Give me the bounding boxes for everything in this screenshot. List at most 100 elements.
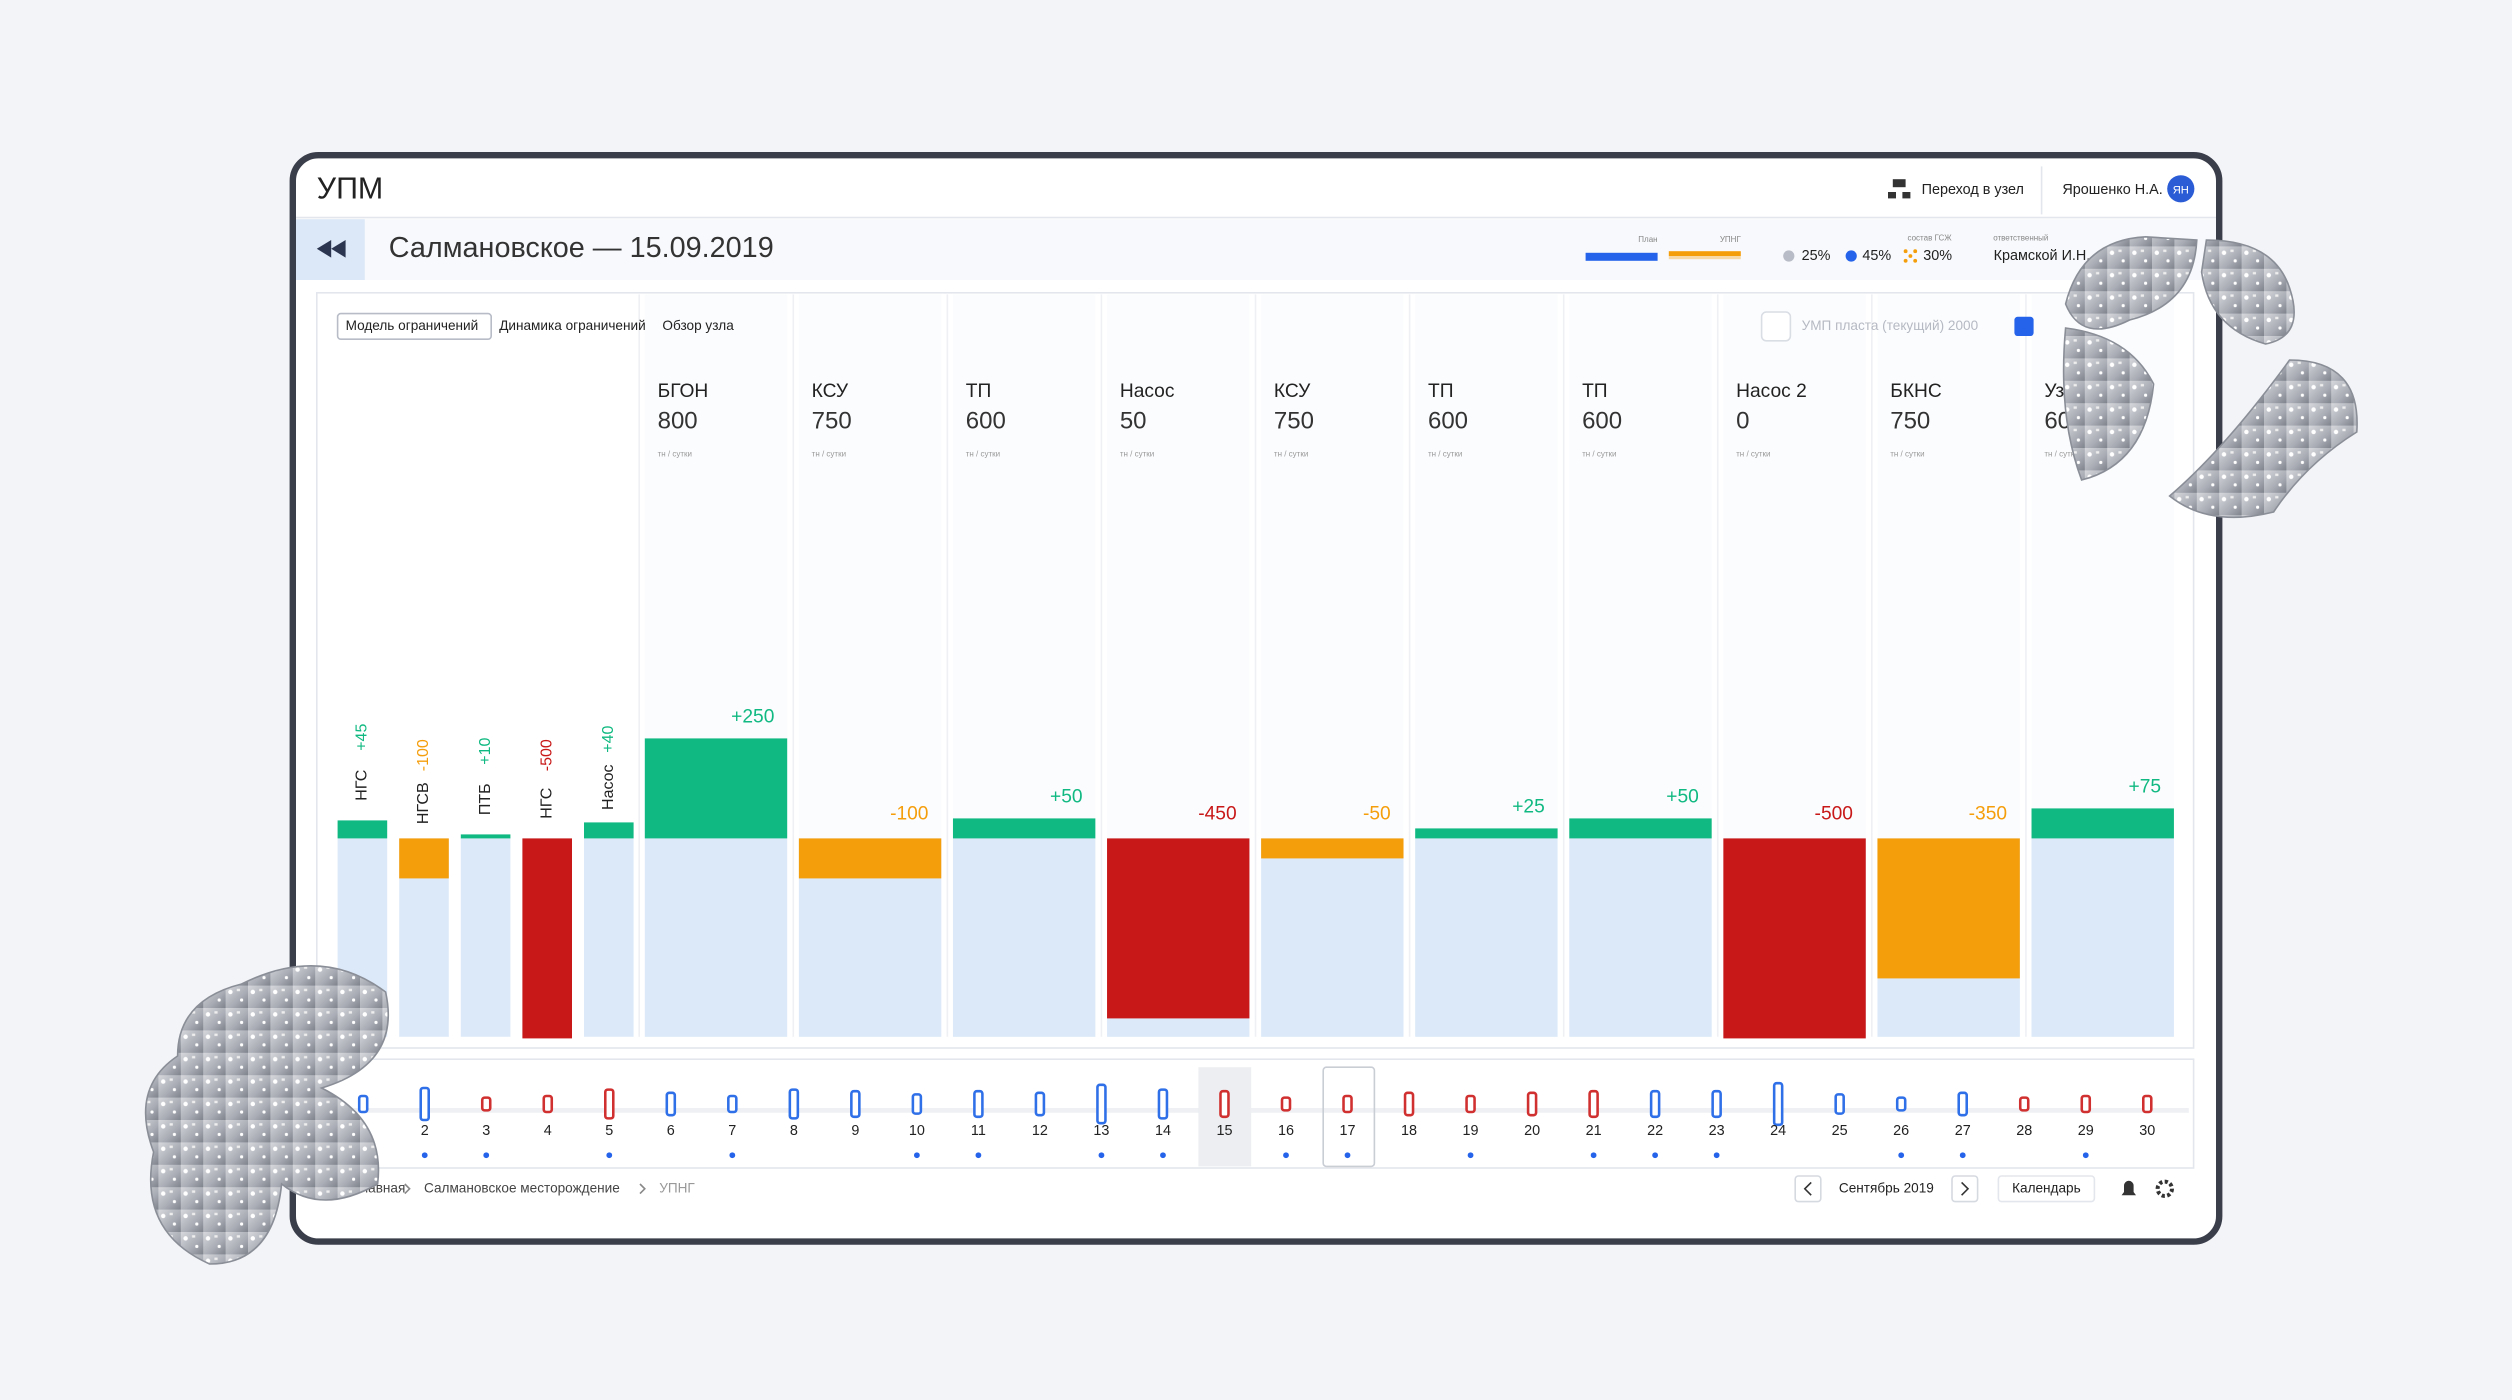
day-label[interactable]: 14 (1155, 1123, 1171, 1139)
day-bar[interactable] (973, 1089, 984, 1119)
tab-active[interactable] (336, 312, 493, 341)
day-label[interactable]: 22 (1647, 1123, 1663, 1139)
day-bar[interactable] (1465, 1094, 1476, 1114)
day-label[interactable]: 7 (728, 1123, 736, 1139)
day-bar[interactable] (1526, 1091, 1538, 1117)
avatar[interactable] (2167, 175, 2195, 203)
day-bar[interactable] (1588, 1089, 1599, 1119)
calendar-button[interactable] (1997, 1175, 2096, 1203)
prev-month[interactable] (1794, 1175, 1822, 1203)
day-label[interactable]: 24 (1770, 1123, 1786, 1139)
day-label[interactable]: 3 (482, 1123, 490, 1139)
breadcrumb-sep (639, 1183, 646, 1195)
bar (1415, 828, 1558, 839)
column-name: ТП (1582, 381, 1608, 402)
day-bar[interactable] (2142, 1094, 2153, 1114)
app-title: УПМ (317, 171, 383, 205)
day-bar[interactable] (419, 1086, 431, 1122)
delta-label: -50 (1363, 803, 1391, 824)
day-bar[interactable] (603, 1088, 615, 1120)
day-label[interactable]: 30 (2139, 1123, 2155, 1139)
day-label[interactable]: 23 (1709, 1123, 1725, 1139)
day-bar[interactable] (911, 1093, 923, 1115)
settings-icon[interactable] (2155, 1179, 2174, 1198)
day-bar[interactable] (1649, 1089, 1661, 1119)
day-label[interactable]: 5 (605, 1123, 613, 1139)
user-name[interactable]: Ярошенко Н.А. (2062, 182, 2162, 198)
column-capacity: 800 (658, 408, 698, 435)
delta-label: -500 (538, 739, 555, 771)
day-dot (914, 1152, 920, 1159)
day-label[interactable]: 10 (909, 1123, 925, 1139)
day-bar[interactable] (665, 1091, 677, 1117)
day-label[interactable]: 27 (1955, 1123, 1971, 1139)
column-name: Насос (600, 764, 617, 810)
calendar-label: Календарь (2012, 1180, 2081, 1195)
day-label[interactable]: 29 (2078, 1123, 2094, 1139)
day-bar[interactable] (1280, 1096, 1292, 1112)
day-today[interactable] (1322, 1066, 1376, 1168)
day-bar[interactable] (1834, 1093, 1845, 1115)
day-bar[interactable] (1219, 1089, 1230, 1119)
day-label[interactable]: 28 (2016, 1123, 2032, 1139)
column-capacity: 50 (1120, 408, 1147, 435)
day-label[interactable]: 6 (667, 1123, 675, 1139)
filter-label: УМП пласта (текущий) 2000 (1802, 318, 1979, 333)
day-bar[interactable] (1403, 1091, 1415, 1117)
nav-button[interactable]: Переход в узел (1922, 182, 2024, 198)
tab[interactable]: Динамика ограничений (499, 318, 645, 333)
drop-icon (1783, 250, 1795, 262)
column-capacity: 750 (1274, 408, 1314, 435)
column-base (2031, 838, 2174, 1037)
breadcrumb-sep (404, 1183, 411, 1195)
day-bar[interactable] (1895, 1096, 1907, 1112)
day-bar[interactable] (1157, 1088, 1169, 1120)
day-label[interactable]: 18 (1401, 1123, 1417, 1139)
tab[interactable]: Обзор узла (662, 318, 734, 333)
column-base (584, 838, 634, 1037)
day-label[interactable]: 11 (971, 1123, 986, 1139)
column-unit: тн / сутки (1120, 450, 1154, 459)
column-capacity: 750 (1890, 408, 1930, 435)
day-bar[interactable] (2018, 1096, 2030, 1112)
day-bar[interactable] (1711, 1089, 1722, 1119)
day-bar[interactable] (542, 1094, 554, 1114)
checkbox-checked[interactable] (2014, 316, 2034, 336)
day-bar[interactable] (1342, 1094, 1353, 1114)
day-label[interactable]: 17 (1340, 1123, 1356, 1139)
day-label[interactable]: 9 (851, 1123, 859, 1139)
day-bar[interactable] (1034, 1091, 1046, 1117)
day-label[interactable]: 8 (790, 1123, 798, 1139)
day-label[interactable]: 16 (1278, 1123, 1294, 1139)
bell-icon[interactable] (2121, 1180, 2136, 1196)
day-label[interactable]: 26 (1893, 1123, 1909, 1139)
day-bar[interactable] (357, 1094, 369, 1114)
day-label[interactable]: 13 (1093, 1123, 1109, 1139)
day-label[interactable]: 19 (1463, 1123, 1479, 1139)
day-bar[interactable] (1772, 1081, 1784, 1127)
day-label[interactable]: 25 (1832, 1123, 1848, 1139)
day-bar[interactable] (727, 1094, 738, 1114)
day-bar[interactable] (850, 1089, 861, 1119)
day-bar[interactable] (1096, 1083, 1107, 1125)
day-label[interactable]: 2 (421, 1123, 429, 1139)
day-label[interactable]: 4 (544, 1123, 552, 1139)
legend-upng-line (1668, 251, 1741, 256)
day-bar[interactable] (1957, 1091, 1968, 1117)
bar (1569, 818, 1712, 839)
breadcrumb[interactable]: Салмановское месторождение (424, 1180, 620, 1195)
checkbox[interactable] (1760, 311, 1792, 342)
next-month[interactable] (1951, 1175, 1979, 1203)
day-label[interactable]: 21 (1586, 1123, 1602, 1139)
column-name: НГСВ (415, 782, 432, 824)
day-label[interactable]: 12 (1032, 1123, 1048, 1139)
day-label[interactable]: 15 (1216, 1123, 1232, 1139)
nav-icon (1888, 179, 1911, 199)
day-label[interactable]: 20 (1524, 1123, 1540, 1139)
tab[interactable]: Модель ограничений (346, 318, 479, 333)
column-capacity: 600 (1582, 408, 1622, 435)
day-bar[interactable] (2080, 1094, 2092, 1114)
day-bar[interactable] (480, 1096, 492, 1112)
day-bar[interactable] (788, 1088, 800, 1120)
